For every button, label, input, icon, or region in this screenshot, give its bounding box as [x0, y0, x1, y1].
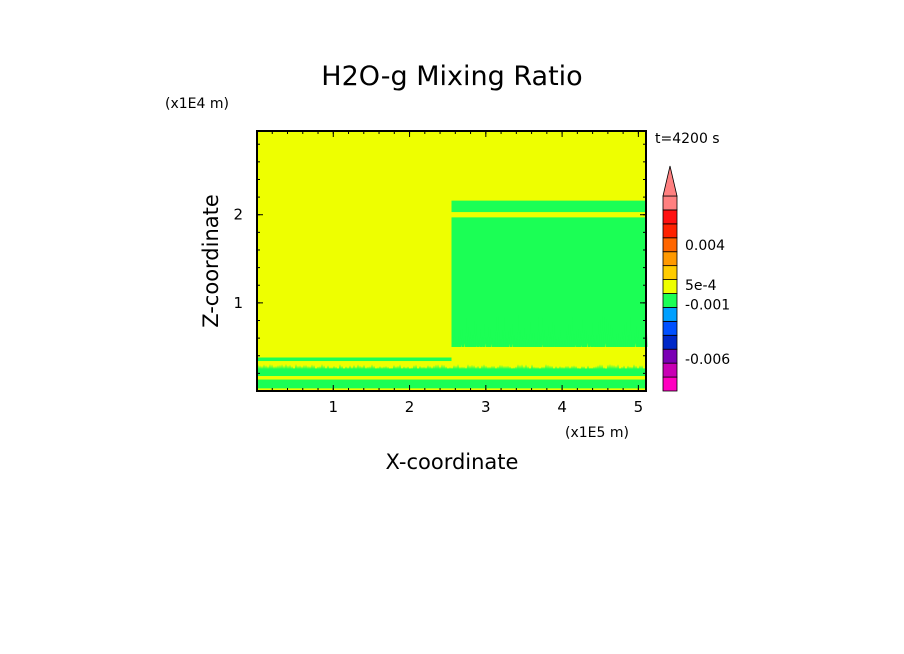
y-unit-label: (x1E4 m): [165, 96, 229, 112]
colorbar-label: 0.004: [685, 238, 725, 254]
colorbar-level: [662, 223, 678, 239]
plume-texture-dry: [451, 342, 646, 357]
colorbar-label: -0.006: [685, 352, 730, 368]
colorbar-level: [662, 362, 678, 378]
region-thin-green-line: [257, 357, 452, 362]
x-tick-label: 5: [634, 398, 644, 416]
plot-frame: [256, 130, 647, 392]
colorbar-extend-arrow: [662, 165, 678, 197]
chart-title: H2O-g Mixing Ratio: [321, 61, 582, 92]
colorbar-level: [662, 307, 678, 322]
x-tick-label: 4: [557, 398, 567, 416]
x-tick-label: 3: [481, 398, 491, 416]
plot-area: 1 2 3 4 5 1 2: [233, 130, 648, 416]
region-moist-column: [451, 217, 646, 347]
colorbar-label: -0.001: [685, 298, 730, 314]
band-edge-texture: [257, 364, 647, 369]
colorbar-level: [662, 195, 678, 211]
colorbar-level: [662, 334, 678, 350]
region-near-surface-band-upper: [257, 368, 646, 377]
x-tick-label: 2: [405, 398, 415, 416]
colorbar-level: [662, 237, 678, 253]
colorbar-level: [662, 348, 678, 364]
y-axis-label: Z-coordinate: [199, 194, 223, 328]
plume-texture: [451, 315, 648, 347]
x-unit-label: (x1E5 m): [565, 425, 629, 441]
x-tick-label: 1: [329, 398, 339, 416]
region-near-surface-band-lower: [257, 379, 646, 389]
y-tick-label: 1: [233, 294, 243, 312]
region-moist-layer-top: [451, 200, 646, 213]
colorbar-level: [662, 279, 678, 294]
colorbar-level: [662, 209, 678, 225]
colorbar-level: [662, 293, 678, 308]
colorbar-level: [662, 376, 678, 392]
colorbar-level: [662, 320, 678, 336]
x-axis-label: X-coordinate: [386, 450, 519, 474]
time-label: t=4200 s: [655, 131, 720, 147]
colorbar-level: [662, 265, 678, 280]
y-tick-label: 2: [233, 206, 243, 224]
colorbar-level: [662, 251, 678, 267]
colorbar-label: 5e-4: [685, 278, 717, 294]
colorbar: 0.004 5e-4 -0.001 -0.006: [662, 165, 730, 392]
